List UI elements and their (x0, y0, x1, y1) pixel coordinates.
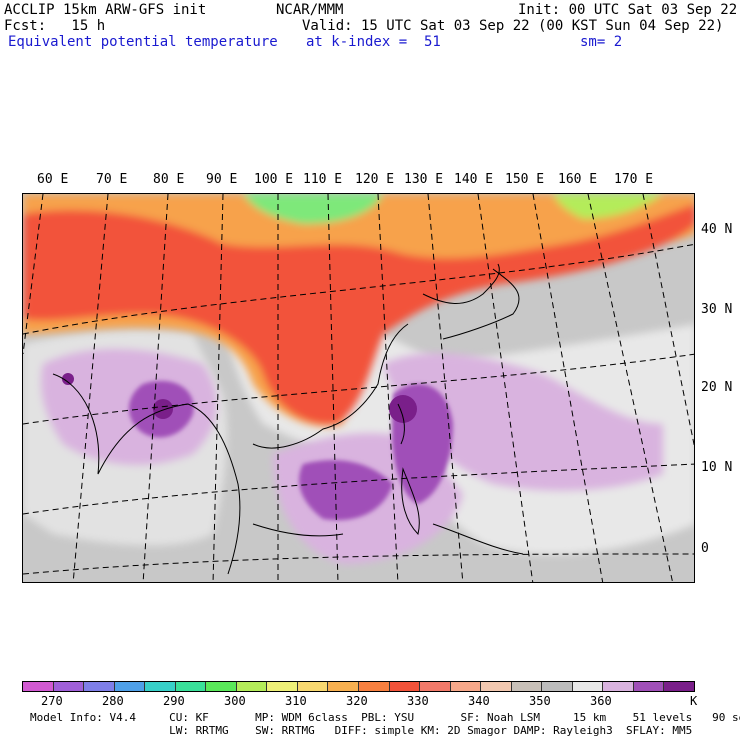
colorbar-swatch (145, 682, 176, 691)
colorbar-swatch (328, 682, 360, 691)
lon-label: 100 E (254, 172, 294, 187)
lon-label: 120 E (355, 172, 395, 187)
colorbar-swatch (542, 682, 573, 691)
theta-e-map (22, 193, 695, 583)
colorbar-unit: K (690, 694, 698, 708)
model-info-line1: Model Info: V4.4 CU: KF MP: WDM 6class P… (30, 711, 740, 724)
colorbar-swatch (53, 682, 85, 691)
colorbar-swatch (389, 682, 421, 691)
colorbar-swatch (175, 682, 207, 691)
level-label: at k-index = 51 (306, 34, 441, 50)
colorbar (22, 681, 695, 692)
model-title: ACCLIP 15km ARW-GFS init (4, 2, 207, 18)
lon-label: 140 E (454, 172, 494, 187)
coastlines (52, 263, 524, 575)
colorbar-swatch (359, 682, 390, 691)
colorbar-swatch (603, 682, 634, 691)
colorbar-tick: 280 (102, 694, 124, 708)
warm-land-field (23, 194, 694, 427)
lat-label: 30 N (701, 302, 733, 317)
colorbar-tick: 320 (346, 694, 368, 708)
lon-label: 170 E (614, 172, 654, 187)
colorbar-tick: 340 (468, 694, 490, 708)
field-name: Equivalent potential temperature (8, 34, 278, 50)
graticule (23, 194, 694, 582)
forecast-hour: Fcst: 15 h (4, 18, 106, 34)
colorbar-swatch (664, 682, 695, 691)
lon-label: 90 E (206, 172, 238, 187)
lon-label: 160 E (558, 172, 598, 187)
colorbar-swatch (633, 682, 665, 691)
lat-label: 40 N (701, 222, 733, 237)
colorbar-swatch (481, 682, 512, 691)
lon-label: 80 E (153, 172, 185, 187)
institution-label: NCAR/MMM (276, 2, 344, 18)
colorbar-swatch (420, 682, 451, 691)
colorbar-swatch (572, 682, 604, 691)
colorbar-swatch (297, 682, 329, 691)
colorbar-tick: 270 (41, 694, 63, 708)
colorbar-swatch (450, 682, 482, 691)
colorbar-swatch (236, 682, 268, 691)
colorbar-tick: 300 (224, 694, 246, 708)
lat-label: 0 (701, 541, 709, 556)
colorbar-swatch (23, 682, 54, 691)
colorbar-swatch (267, 682, 298, 691)
lat-label: 10 N (701, 460, 733, 475)
colorbar-tick: 330 (407, 694, 429, 708)
colorbar-tick: 350 (529, 694, 551, 708)
dark-purple-cores (62, 373, 417, 423)
init-time: Init: 00 UTC Sat 03 Sep 22 (518, 2, 738, 18)
map-canvas (23, 194, 694, 582)
smoothing-label: sm= 2 (580, 34, 623, 50)
colorbar-swatch (511, 682, 543, 691)
lon-label: 60 E (37, 172, 69, 187)
colorbar-swatch (206, 682, 237, 691)
model-info-line2: LW: RRTMG SW: RRTMG DIFF: simple KM: 2D … (30, 724, 693, 737)
colorbar-swatch (84, 682, 115, 691)
colorbar-tick: 360 (590, 694, 612, 708)
colorbar-swatch (114, 682, 146, 691)
lon-label: 130 E (404, 172, 444, 187)
colorbar-tick: 310 (285, 694, 307, 708)
lat-label: 20 N (701, 380, 733, 395)
colorbar-tick: 290 (163, 694, 185, 708)
lon-label: 70 E (96, 172, 128, 187)
valid-time: Valid: 15 UTC Sat 03 Sep 22 (00 KST Sun … (302, 18, 724, 34)
lon-label: 150 E (505, 172, 545, 187)
lon-label: 110 E (303, 172, 343, 187)
